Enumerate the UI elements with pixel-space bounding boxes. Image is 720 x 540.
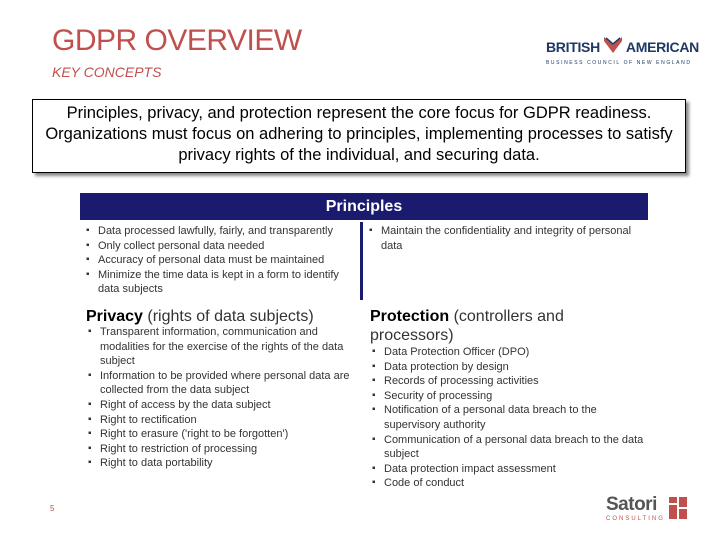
brand-left-text: BRITISH [546, 38, 600, 55]
slide-title: GDPR OVERVIEW [52, 24, 302, 57]
list-item: Data Protection Officer (DPO) [370, 345, 656, 360]
privacy-title: Privacy [86, 308, 143, 325]
privacy-list: Transparent information, communication a… [86, 325, 362, 471]
list-item: Minimize the time data is kept in a form… [84, 268, 356, 297]
list-item: Accuracy of personal data must be mainta… [84, 253, 356, 268]
list-item: Data protection by design [370, 360, 656, 375]
slide-subtitle: KEY CONCEPTS [52, 64, 162, 80]
principles-left-column: Data processed lawfully, fairly, and tra… [80, 222, 360, 300]
principles-right-column: Maintain the confidentiality and integri… [363, 222, 648, 300]
privacy-title-suffix: (rights of data subjects) [142, 308, 314, 325]
principles-header: Principles [80, 193, 648, 220]
list-item: Communication of a personal data breach … [370, 433, 656, 462]
british-american-logo: BRITISH AMERICAN BUSINESS COUNCIL OF NEW… [546, 36, 699, 70]
intro-box: Principles, privacy, and protection repr… [32, 99, 686, 173]
protection-title: Protection [370, 308, 450, 325]
satori-tagline: CONSULTING [606, 516, 665, 522]
list-item: Records of processing activities [370, 374, 656, 389]
principles-left-list: Data processed lawfully, fairly, and tra… [84, 224, 356, 297]
page-number: 5 [50, 504, 55, 513]
list-item: Data processed lawfully, fairly, and tra… [84, 224, 356, 239]
list-item: Code of conduct [370, 476, 656, 491]
privacy-heading: Privacy (rights of data subjects) [86, 307, 314, 326]
list-item: Transparent information, communication a… [86, 325, 362, 369]
list-item: Right to restriction of processing [86, 442, 362, 457]
satori-name: Satori [606, 494, 657, 515]
satori-mark-icon [667, 495, 689, 526]
brand-tagline: BUSINESS COUNCIL OF NEW ENGLAND [546, 60, 692, 66]
protection-title-suffix: (controllers and processors) [370, 308, 564, 344]
list-item: Right to rectification [86, 413, 362, 428]
principles-right-list: Maintain the confidentiality and integri… [367, 224, 644, 253]
satori-logo: Satori CONSULTING [606, 495, 692, 527]
protection-list: Data Protection Officer (DPO) Data prote… [370, 345, 656, 491]
list-item: Notification of a personal data breach t… [370, 403, 656, 432]
list-item: Right of access by the data subject [86, 398, 362, 413]
list-item: Information to be provided where persona… [86, 369, 362, 398]
list-item: Right to data portability [86, 456, 362, 471]
protection-heading: Protection (controllers and processors) [370, 307, 640, 345]
flag-icon [602, 36, 624, 57]
list-item: Right to erasure ('right to be forgotten… [86, 427, 362, 442]
principles-body: Data processed lawfully, fairly, and tra… [80, 222, 648, 300]
list-item: Maintain the confidentiality and integri… [367, 224, 644, 253]
list-item: Security of processing [370, 389, 656, 404]
list-item: Data protection impact assessment [370, 462, 656, 477]
brand-right-text: AMERICAN [625, 38, 699, 55]
list-item: Only collect personal data needed [84, 239, 356, 254]
